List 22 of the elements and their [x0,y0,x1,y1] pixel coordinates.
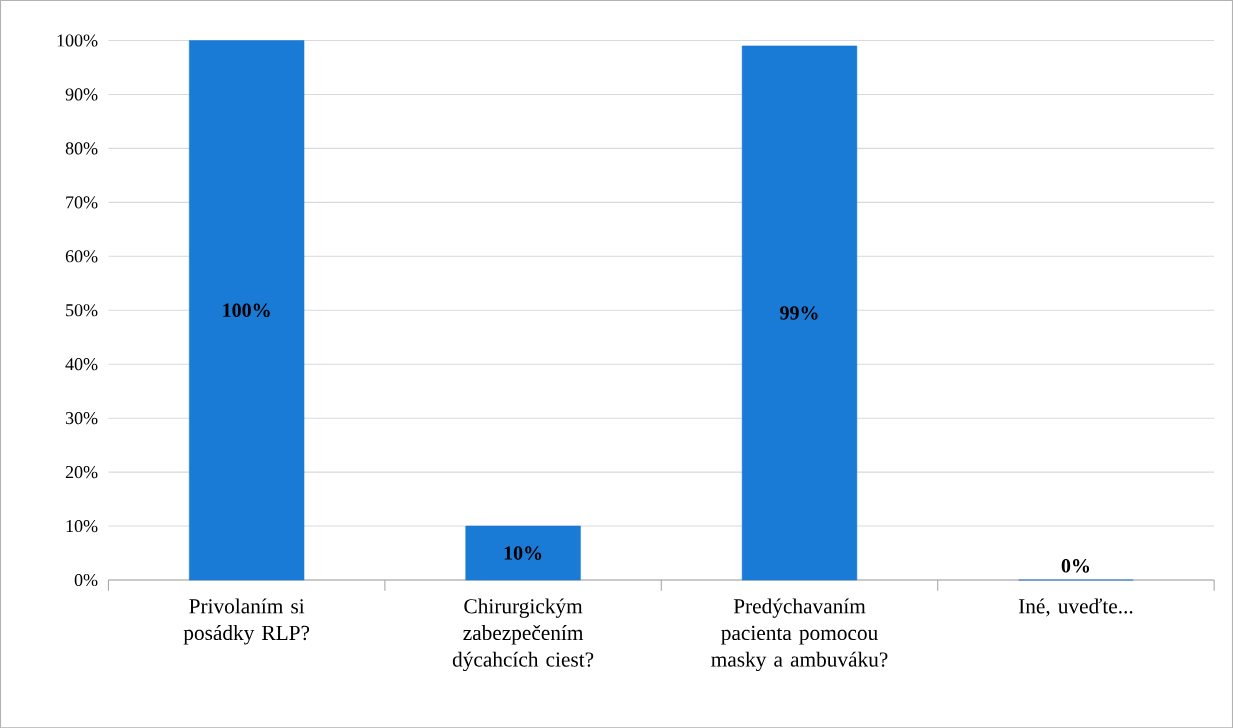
x-tick-label: Iné, uveďte... [1018,598,1133,617]
bar [465,525,581,581]
y-tick-label: 0% [74,573,98,586]
x-tick-label: Privolaním si posádky RLP? [183,598,310,645]
y-tick-label: 90% [65,88,98,101]
y-tick-label: 40% [65,357,98,371]
y-tick-label: 50% [66,303,98,317]
data-label: 0% [1061,558,1090,573]
y-tick-label: 80% [65,142,98,155]
data-label: 100% [223,303,270,317]
x-tick-label: Chirurgickým zabezpečením dýcahcích ciest? [452,598,594,671]
y-tick-label: 100% [57,34,98,47]
y-tick-label: 10% [66,519,98,532]
bar [741,45,858,581]
data-label: 99% [780,305,818,320]
y-tick-label: 20% [65,465,98,478]
x-tick-label: Predýchavaním pacienta pomocou masky a ambuváku? [711,598,888,671]
y-tick-label: 70% [66,196,98,209]
bar [189,40,305,581]
data-label: 10% [504,546,542,560]
y-tick-label: 30% [65,411,98,425]
y-tick-label: 60% [65,249,98,263]
